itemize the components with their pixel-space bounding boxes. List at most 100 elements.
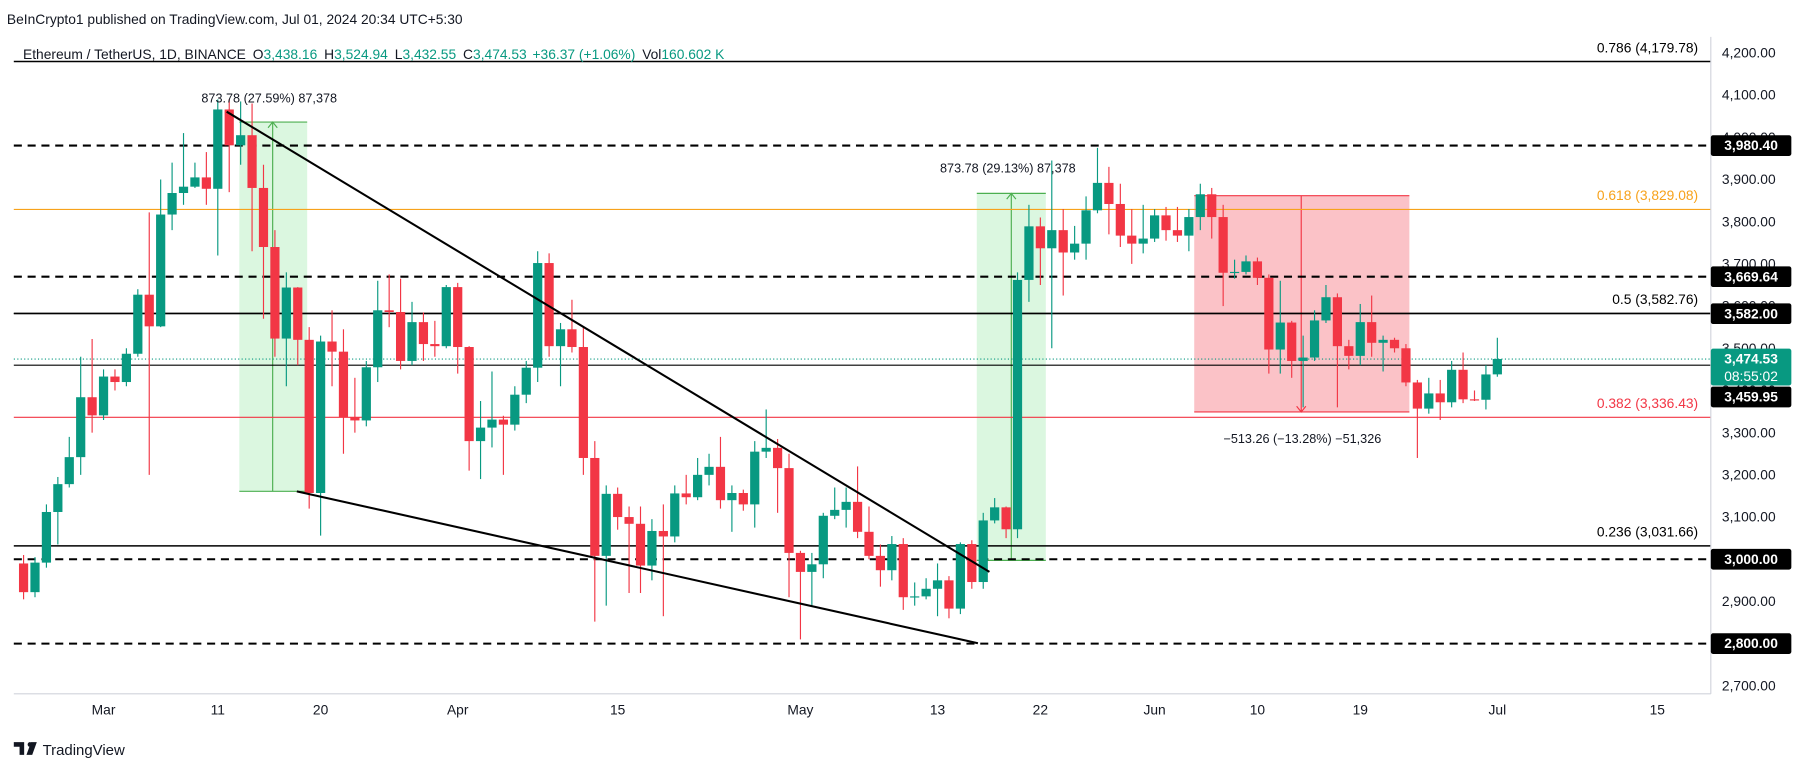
candle-body [693, 474, 703, 498]
symbol-legend: Ethereum / TetherUS, 1D, BINANCE O3,438.1… [23, 47, 725, 62]
candle-body [1332, 297, 1343, 347]
candle-body [156, 214, 166, 327]
candle-body [293, 287, 303, 340]
ohlc-value: 3,432.55 [402, 47, 456, 62]
candle-body [1275, 322, 1285, 350]
candle-body [190, 177, 200, 187]
last-price-box [1710, 348, 1792, 386]
fib-label: 0.618 (3,829.08) [1597, 188, 1698, 203]
candle-body [1229, 271, 1240, 274]
price-box [1710, 135, 1792, 156]
candle-body [1458, 369, 1468, 400]
x-tick-label: 22 [1033, 703, 1048, 718]
candle-body [18, 563, 29, 593]
candle-body [133, 294, 143, 354]
price-box-label: 3,474.53 [1724, 352, 1778, 367]
candle-body [1115, 203, 1125, 236]
candle-body [327, 341, 337, 352]
candle-body [635, 523, 646, 566]
candle-body [1047, 230, 1057, 249]
candle-body [453, 287, 463, 348]
price-box-label: 3,980.40 [1724, 138, 1778, 153]
price-box [1710, 303, 1792, 325]
y-tick-label: 3,900.00 [1722, 172, 1776, 187]
candle-body [64, 457, 74, 485]
x-tick-label: Jun [1143, 703, 1165, 718]
change: +36.37 (+1.06%) [533, 47, 636, 62]
x-tick-label: Mar [92, 703, 116, 718]
candle-body [681, 493, 691, 498]
candle-body [407, 322, 417, 361]
arrow-head [1006, 192, 1017, 200]
candle-body [30, 562, 40, 593]
candle-body [1138, 238, 1148, 244]
publish-info: BeInCrypto1 published on TradingView.com… [7, 12, 463, 27]
candle-body [658, 530, 668, 537]
candle-body [898, 544, 908, 598]
symbol: Ethereum / TetherUS, 1D, BINANCE [23, 47, 246, 62]
candle-body [1012, 279, 1023, 530]
ohlc-label: O [253, 47, 264, 62]
candle-body [498, 419, 509, 425]
brand-name: TradingView [43, 742, 125, 759]
volume-label: Vol [642, 47, 661, 62]
candle-body [258, 187, 269, 248]
candle-body [1469, 399, 1480, 401]
candle-body [761, 447, 771, 452]
candle-body [41, 511, 52, 563]
candle-body [1481, 374, 1491, 400]
candle-body [1127, 235, 1137, 244]
plot-area [13, 60, 1711, 645]
candle-body [1344, 346, 1354, 356]
candle-body [738, 492, 748, 505]
candle-body [944, 580, 954, 609]
candle-body [784, 468, 794, 553]
candle-body [1424, 393, 1434, 409]
candle-body [144, 294, 154, 327]
candle-body [1321, 297, 1331, 321]
arrow-head [1296, 405, 1307, 413]
candle-body [1184, 217, 1194, 236]
candle-body [601, 493, 611, 556]
ohlc-label: C [463, 47, 473, 62]
candle-body [224, 109, 234, 146]
candle-body [1298, 357, 1308, 361]
ohlc-value: 3,438.16 [264, 47, 318, 62]
candle-body [590, 457, 600, 556]
candle-body [875, 555, 886, 571]
candle-body [395, 311, 406, 361]
candle-body [98, 376, 109, 416]
candle-body [316, 341, 326, 493]
candle-body [1367, 322, 1377, 343]
candle-body [578, 347, 588, 458]
candle-body [1058, 230, 1068, 253]
candle-body [1241, 261, 1251, 272]
candle-body [76, 397, 86, 458]
candle-body [441, 287, 451, 347]
countdown: 08:55:02 [1724, 369, 1778, 384]
candle-body [624, 517, 634, 524]
candle-body [750, 451, 760, 505]
candle-body [247, 135, 257, 188]
x-tick-label: 15 [610, 703, 626, 718]
x-tick-label: Jul [1489, 703, 1507, 718]
candle-body [567, 329, 577, 348]
y-tick-label: 2,900.00 [1722, 594, 1776, 609]
candle-body [418, 322, 429, 345]
candle-body [521, 367, 531, 395]
ohlc-value: 3,474.53 [473, 47, 527, 62]
candle-body [533, 263, 543, 368]
price-box [1710, 548, 1792, 570]
candle-body [1207, 194, 1217, 218]
x-tick-label: 19 [1353, 703, 1369, 718]
candle-body [201, 177, 211, 189]
candle-body [510, 394, 520, 425]
price-box-label: 3,459.95 [1724, 390, 1778, 405]
candle-body [910, 596, 920, 598]
candle-body [647, 530, 657, 566]
candle-body [544, 263, 554, 347]
candle-body [1024, 226, 1034, 280]
candle-body [1401, 348, 1411, 383]
candle-body [121, 353, 131, 383]
